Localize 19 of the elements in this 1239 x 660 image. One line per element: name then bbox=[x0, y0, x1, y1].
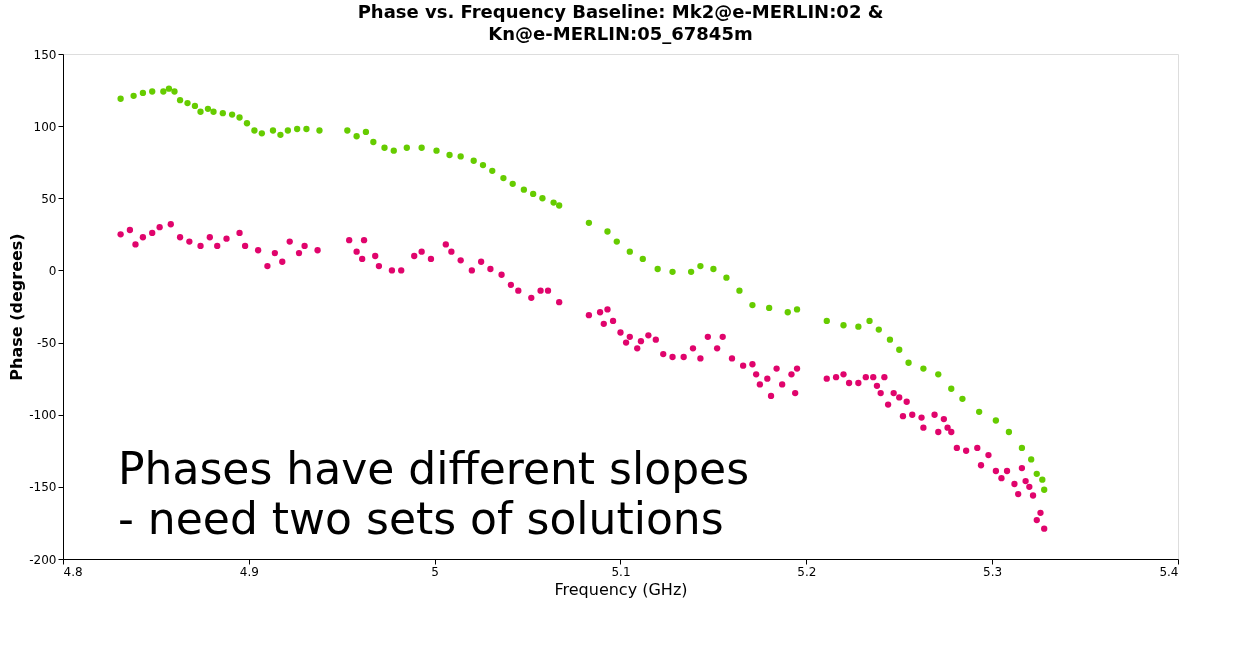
x-tick-label: 4.9 bbox=[239, 564, 259, 579]
y-axis-title: Phase (degrees) bbox=[7, 233, 27, 381]
y-tick-label: 0 bbox=[48, 263, 57, 278]
x-tick-label: 4.8 bbox=[63, 564, 83, 579]
x-tick-label: 5 bbox=[431, 564, 439, 579]
y-tick-label: 100 bbox=[33, 119, 57, 134]
chart-title: Phase vs. Frequency Baseline: Mk2@e-MERLIN:02 & Kn@e-MERLIN:05_67845m bbox=[357, 1, 884, 44]
x-tick-label: 5.1 bbox=[611, 564, 631, 579]
y-tick-label: 50 bbox=[41, 191, 57, 206]
y-tick-label: -100 bbox=[29, 408, 57, 423]
y-tick-label: 150 bbox=[33, 47, 57, 62]
annotation: Phases have different slopes - need two sets of solutions bbox=[118, 443, 750, 544]
y-tick-label: -200 bbox=[29, 552, 57, 567]
x-tick-label: 5.4 bbox=[1159, 564, 1179, 579]
x-tick-label: 5.2 bbox=[797, 564, 817, 579]
y-tick-label: -150 bbox=[29, 480, 57, 495]
y-tick-label: -50 bbox=[36, 336, 57, 351]
x-tick-label: 5.3 bbox=[983, 564, 1003, 579]
x-axis-title: Frequency (GHz) bbox=[554, 579, 688, 599]
